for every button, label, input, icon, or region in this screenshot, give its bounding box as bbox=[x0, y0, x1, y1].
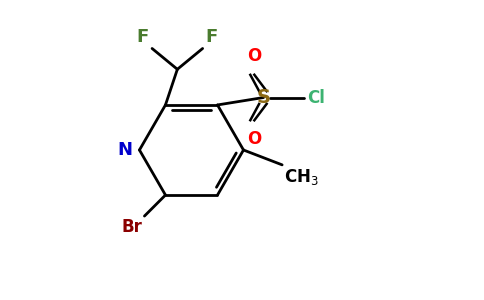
Text: N: N bbox=[117, 141, 132, 159]
Text: CH$_3$: CH$_3$ bbox=[284, 167, 318, 187]
Text: O: O bbox=[247, 47, 262, 65]
Text: F: F bbox=[206, 28, 218, 46]
Text: S: S bbox=[257, 88, 271, 107]
Text: F: F bbox=[137, 28, 149, 46]
Text: O: O bbox=[247, 130, 262, 148]
Text: Br: Br bbox=[121, 218, 142, 236]
Text: Cl: Cl bbox=[307, 88, 324, 106]
